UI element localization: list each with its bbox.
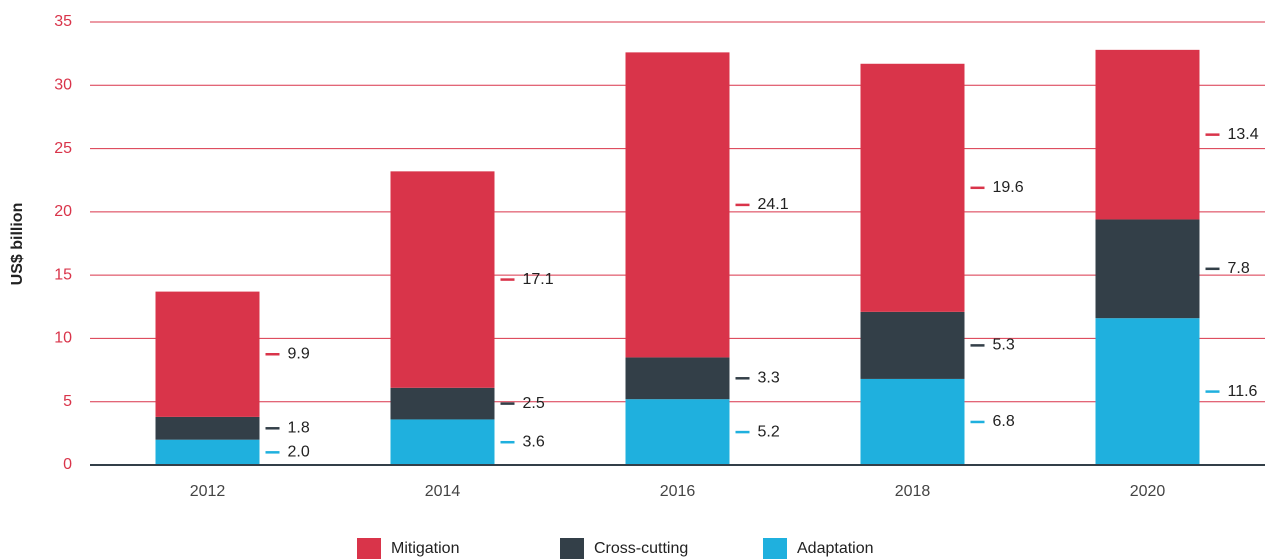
- value-label: 5.2: [758, 423, 780, 440]
- x-tick-label: 2020: [1130, 483, 1166, 500]
- y-tick-label: 15: [54, 266, 72, 283]
- bar-segment: [155, 416, 260, 440]
- value-label: 17.1: [523, 271, 554, 288]
- legend-swatch: [763, 538, 787, 559]
- legend-swatch: [560, 538, 584, 559]
- bar-segment: [390, 419, 495, 465]
- x-tick-label: 2016: [660, 483, 696, 500]
- bar-segment: [390, 171, 495, 388]
- legend-label: Mitigation: [391, 540, 459, 557]
- y-tick-label: 30: [54, 77, 72, 94]
- x-tick-label: 2012: [190, 483, 226, 500]
- bar-segment: [625, 357, 730, 400]
- value-label: 7.8: [1228, 260, 1250, 277]
- value-label: 13.4: [1228, 126, 1259, 143]
- y-tick-label: 25: [54, 140, 72, 157]
- value-label: 11.6: [1228, 383, 1258, 400]
- y-tick-label: 35: [54, 13, 72, 30]
- bar-segment: [155, 439, 260, 465]
- bar-segment: [860, 311, 965, 379]
- bar-segment: [1095, 49, 1200, 220]
- value-label: 9.9: [288, 345, 310, 362]
- bar-segment: [625, 399, 730, 465]
- legend-swatch: [357, 538, 381, 559]
- x-tick-label: 2018: [895, 483, 931, 500]
- bar-segment: [390, 387, 495, 420]
- bar-segment: [155, 291, 260, 417]
- value-label: 3.3: [758, 370, 780, 387]
- value-label: 1.8: [288, 420, 310, 437]
- bar-segment: [860, 378, 965, 465]
- value-label: 19.6: [993, 179, 1024, 196]
- legend-label: Cross-cutting: [594, 540, 688, 557]
- y-tick-label: 0: [63, 456, 72, 473]
- bar-segment: [625, 52, 730, 358]
- y-tick-label: 5: [63, 393, 72, 410]
- y-tick-label: 20: [54, 203, 72, 220]
- value-label: 5.3: [993, 337, 1015, 354]
- bar-segment: [1095, 318, 1200, 465]
- value-label: 2.5: [523, 395, 545, 412]
- bar-segment: [1095, 219, 1200, 319]
- value-label: 2.0: [288, 444, 310, 461]
- y-axis-label: US$ billion: [9, 203, 26, 286]
- legend-label: Adaptation: [797, 540, 874, 557]
- bar-segment: [860, 63, 965, 312]
- y-tick-label: 10: [54, 330, 72, 347]
- value-label: 3.6: [523, 433, 545, 450]
- value-label: 24.1: [758, 196, 789, 213]
- x-tick-label: 2014: [425, 483, 461, 500]
- value-label: 6.8: [993, 413, 1015, 430]
